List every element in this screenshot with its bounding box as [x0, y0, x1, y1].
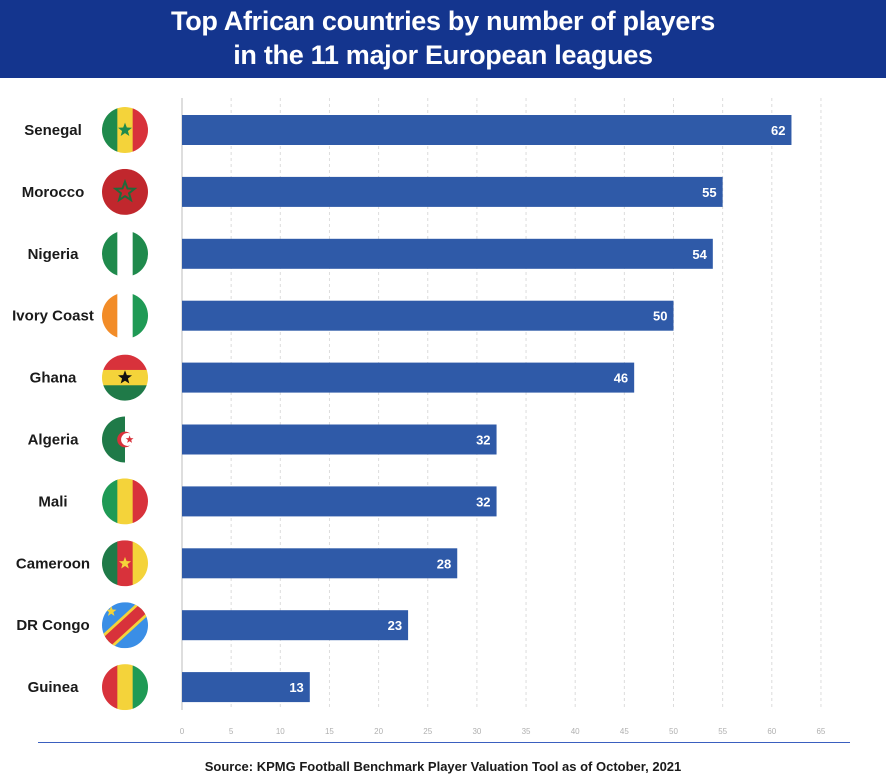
bar-ivory-coast — [182, 300, 674, 331]
footer-divider — [38, 742, 850, 743]
bar-morocco — [182, 176, 723, 207]
category-labels: Senegal Morocco Nigeria Ivory Coast Ghana Alg… — [12, 122, 94, 696]
chart-title-line-2: in the 11 major European leagues — [233, 40, 653, 70]
bar-algeria — [182, 424, 497, 455]
chart-title-line-1: Top African countries by number of playe… — [171, 6, 715, 36]
category-label-nigeria: Nigeria — [28, 246, 80, 263]
x-tick-label: 60 — [767, 727, 776, 736]
x-tick-label: 50 — [669, 727, 678, 736]
x-tick-label: 25 — [423, 727, 432, 736]
x-tick-label: 30 — [472, 727, 481, 736]
category-label-dr-congo: DR Congo — [16, 617, 89, 634]
x-tick-label: 45 — [620, 727, 629, 736]
header-banner: Top African countries by number of playe… — [0, 0, 886, 78]
category-label-senegal: Senegal — [24, 122, 82, 139]
dr-congo-flag-icon — [102, 602, 148, 649]
category-label-guinea: Guinea — [28, 679, 80, 696]
value-label-senegal: 62 — [771, 123, 785, 138]
morocco-flag-icon — [102, 168, 148, 215]
bar-mali — [182, 486, 497, 517]
category-label-ghana: Ghana — [30, 370, 77, 387]
value-label-ghana: 46 — [614, 371, 628, 386]
x-tick-label: 35 — [522, 727, 531, 736]
value-label-nigeria: 54 — [692, 247, 707, 262]
bars: 62 55 54 50 46 32 32 28 23 13 — [182, 115, 792, 703]
value-label-cameroon: 28 — [437, 556, 451, 571]
x-tick-label: 55 — [718, 727, 727, 736]
nigeria-flag-icon — [102, 230, 148, 277]
x-tick-label: 10 — [276, 727, 285, 736]
bar-cameroon — [182, 548, 458, 579]
guinea-flag-icon — [102, 664, 148, 711]
category-label-mali: Mali — [38, 493, 67, 510]
x-tick-label: 5 — [229, 727, 234, 736]
ivory-coast-flag-icon — [102, 292, 148, 339]
x-tick-label: 40 — [571, 727, 580, 736]
bar-dr-congo — [182, 610, 409, 641]
senegal-flag-icon — [102, 107, 148, 153]
ghana-flag-icon — [102, 354, 148, 401]
cameroon-flag-icon — [102, 540, 148, 587]
x-tick-label: 65 — [816, 727, 825, 736]
value-label-mali: 32 — [476, 494, 490, 509]
value-label-morocco: 55 — [702, 185, 716, 200]
x-tick-label: 0 — [180, 727, 185, 736]
x-tick-label: 20 — [374, 727, 383, 736]
mali-flag-icon — [102, 478, 148, 525]
bar-senegal — [182, 115, 792, 145]
value-label-ivory-coast: 50 — [653, 309, 667, 324]
category-label-algeria: Algeria — [28, 432, 80, 449]
category-label-ivory-coast: Ivory Coast — [12, 308, 94, 325]
bar-nigeria — [182, 238, 713, 269]
category-label-morocco: Morocco — [22, 184, 85, 201]
bar-ghana — [182, 362, 635, 393]
bar-guinea — [182, 672, 310, 703]
value-label-dr-congo: 23 — [388, 618, 402, 633]
flag-icons — [102, 107, 148, 711]
source-note: Source: KPMG Football Benchmark Player V… — [204, 759, 682, 774]
x-tick-label: 15 — [325, 727, 334, 736]
value-label-algeria: 32 — [476, 433, 490, 448]
algeria-flag-icon — [102, 416, 148, 463]
x-axis-ticks: 0 5 10 15 20 25 30 35 40 45 50 55 60 65 — [180, 727, 826, 736]
value-label-guinea: 13 — [289, 680, 303, 695]
category-label-cameroon: Cameroon — [16, 555, 90, 572]
